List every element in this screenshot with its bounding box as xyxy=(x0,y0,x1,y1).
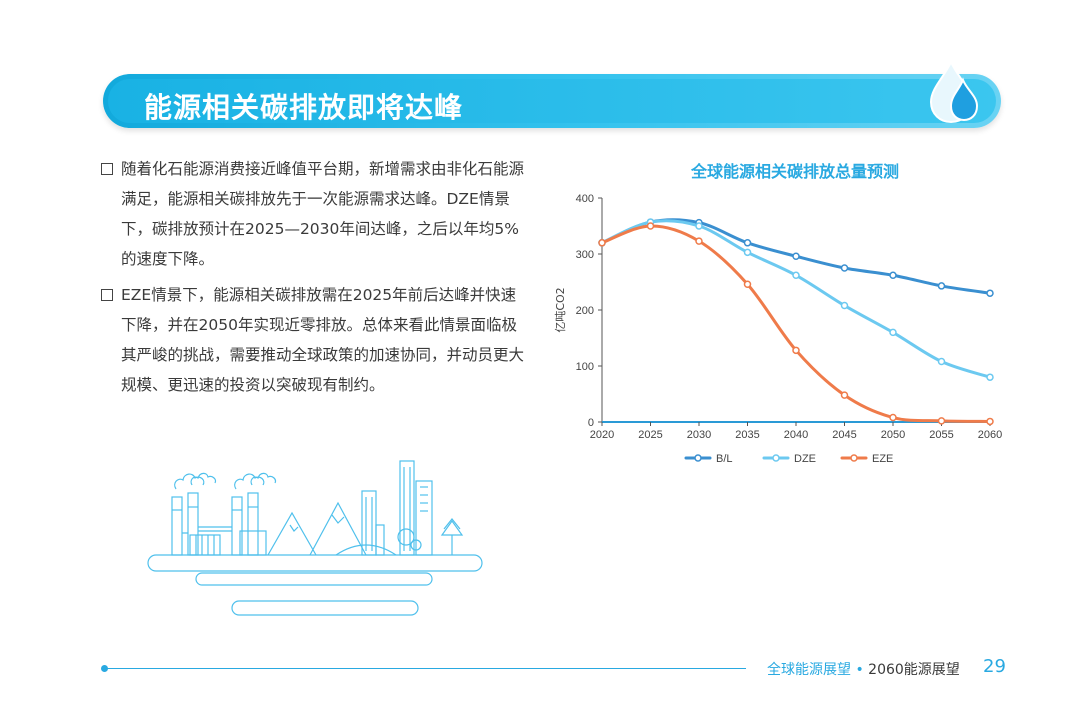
data-point-bl xyxy=(889,271,897,280)
data-point-bl xyxy=(986,289,994,297)
y-axis-label: 亿吨CO2 xyxy=(554,287,567,332)
data-point-bl xyxy=(937,282,946,290)
data-point-eze xyxy=(889,413,897,422)
y-tick-label: 400 xyxy=(576,193,594,205)
data-point-eze xyxy=(986,417,994,426)
bullet-item: 随着化石能源消费接近峰值平台期，新增需求由非化石能源满足，能源相关碳排放先于一次… xyxy=(99,154,529,274)
legend-label-eze: EZE xyxy=(872,453,893,465)
data-point-dze xyxy=(695,222,703,230)
data-point-eze xyxy=(743,280,752,288)
x-tick-label: 2040 xyxy=(784,429,808,441)
data-point-dze xyxy=(840,301,849,310)
x-tick-label: 2025 xyxy=(638,429,662,441)
data-point-dze xyxy=(743,248,752,257)
footer-rule xyxy=(104,668,746,669)
bullet-text: 随着化石能源消费接近峰值平台期，新增需求由非化石能源满足，能源相关碳排放先于一次… xyxy=(121,160,525,268)
data-point-eze xyxy=(792,346,800,355)
legend-marker-eze xyxy=(850,454,858,462)
data-point-dze xyxy=(889,328,897,337)
y-tick-label: 200 xyxy=(576,305,594,317)
page-number: 29 xyxy=(983,656,1006,677)
bullet-list: 随着化石能源消费接近峰值平台期，新增需求由非化石能源满足，能源相关碳排放先于一次… xyxy=(99,154,529,406)
x-tick-label: 2045 xyxy=(832,429,856,441)
legend-marker-bl xyxy=(694,454,702,462)
data-point-bl xyxy=(743,239,752,247)
footer-separator: • xyxy=(855,662,864,678)
water-drop-icon xyxy=(929,59,979,124)
emissions-line-chart: 0 100 200 300 400 2020 2025 2030 2035 2040 2045 205… xyxy=(554,193,1002,465)
y-tick-label: 300 xyxy=(576,249,594,261)
data-point-dze xyxy=(986,373,994,381)
page-title: 能源相关碳排放即将达峰 xyxy=(144,91,464,124)
footer-caption: 全球能源展望 • 2060能源展望 xyxy=(767,659,960,679)
footer-publication: 全球能源展望 xyxy=(767,662,851,678)
x-tick-label: 2060 xyxy=(978,429,1002,441)
checkbox-square-icon xyxy=(101,163,113,175)
title-banner-inner: 能源相关碳排放即将达峰 xyxy=(108,79,996,124)
data-point-bl xyxy=(840,264,849,272)
data-point-eze xyxy=(840,391,849,399)
x-tick-label: 2020 xyxy=(590,429,614,441)
data-point-eze xyxy=(695,237,703,245)
bullet-item: EZE情景下，能源相关碳排放需在2025年前后达峰并快速下降，并在2050年实现… xyxy=(99,280,529,400)
x-tick-label: 2055 xyxy=(929,429,953,441)
y-tick-label: 100 xyxy=(576,361,594,373)
data-point-dze xyxy=(937,357,946,366)
checkbox-square-icon xyxy=(101,289,113,301)
legend-label-dze: DZE xyxy=(794,453,816,465)
legend-marker-dze xyxy=(772,454,780,462)
industry-city-illustration xyxy=(147,460,483,616)
data-point-bl xyxy=(792,252,800,260)
y-tick-label: 0 xyxy=(588,417,594,429)
x-tick-label: 2035 xyxy=(735,429,759,441)
data-point-eze xyxy=(646,222,655,230)
x-tick-label: 2050 xyxy=(881,429,905,441)
x-tick-label: 2030 xyxy=(687,429,711,441)
data-point-dze xyxy=(792,271,800,280)
footer-subtitle: 2060能源展望 xyxy=(868,662,960,678)
bullet-text: EZE情景下，能源相关碳排放需在2025年前后达峰并快速下降，并在2050年实现… xyxy=(121,286,525,394)
title-banner: 能源相关碳排放即将达峰 xyxy=(103,59,1001,128)
data-point-eze xyxy=(598,239,606,247)
data-point-eze xyxy=(937,417,946,425)
chart-title: 全球能源相关碳排放总量预测 xyxy=(690,162,899,181)
legend-label-bl: B/L xyxy=(716,453,733,465)
